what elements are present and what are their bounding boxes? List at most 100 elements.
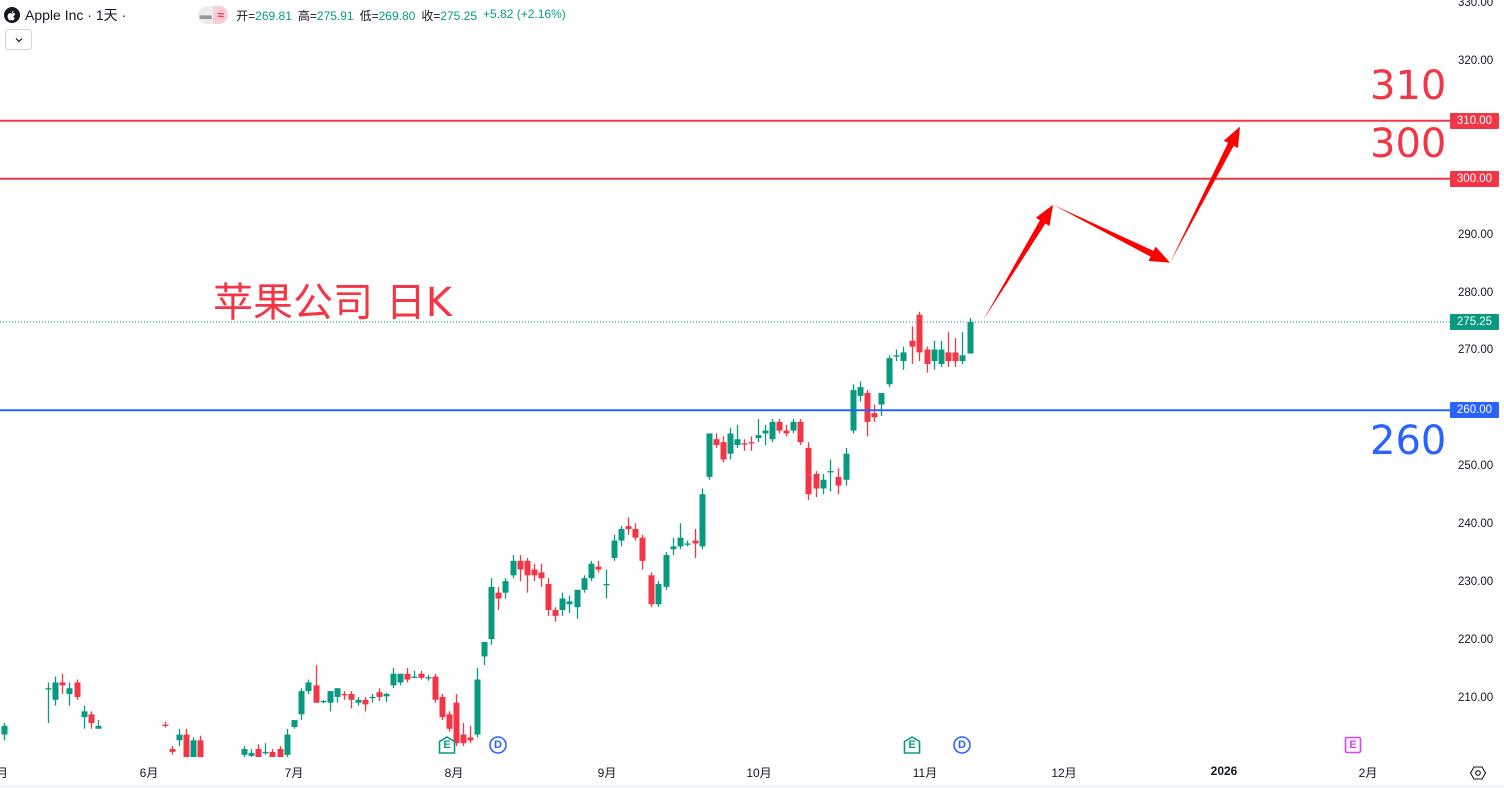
candle xyxy=(581,578,588,590)
price-tag-300.00[interactable]: 300.00 xyxy=(1450,170,1499,187)
candle xyxy=(197,740,204,757)
candle xyxy=(390,673,397,686)
candle xyxy=(488,586,495,640)
candle xyxy=(162,724,169,726)
candle xyxy=(531,569,538,576)
level-label-260[interactable]: 260 xyxy=(1370,418,1447,465)
candle xyxy=(176,734,183,741)
candle xyxy=(805,447,812,495)
candle xyxy=(741,443,748,445)
candle xyxy=(909,340,916,347)
candle xyxy=(776,421,783,431)
price-tag-310.00[interactable]: 310.00 xyxy=(1450,112,1499,129)
candle xyxy=(699,494,706,547)
candle xyxy=(383,694,390,697)
axis-settings-button[interactable] xyxy=(1469,764,1487,782)
level-label-310[interactable]: 310 xyxy=(1370,62,1447,109)
indicator-visibility-toggle[interactable]: ▬ ≈ xyxy=(198,6,229,24)
candle xyxy=(320,700,327,703)
low-value: 低=269.80 xyxy=(359,8,416,23)
time-axis-label: 10月 xyxy=(746,766,772,780)
projection-arrow[interactable] xyxy=(1170,126,1240,263)
candle xyxy=(748,442,755,444)
earnings-marker[interactable]: E xyxy=(438,736,456,754)
candle xyxy=(348,694,355,700)
candle xyxy=(439,696,446,718)
candle xyxy=(603,584,610,586)
bottom-border xyxy=(0,785,1504,788)
candle xyxy=(355,699,362,703)
candle xyxy=(820,479,827,489)
time-axis-label: 6月 xyxy=(139,766,159,780)
candle xyxy=(945,352,952,362)
candle xyxy=(298,691,305,715)
chart-annotation-title[interactable]: 苹果公司 日K xyxy=(213,280,452,326)
candle xyxy=(397,673,404,683)
candle xyxy=(827,471,834,473)
candle xyxy=(411,676,418,678)
candle xyxy=(169,749,176,752)
candle xyxy=(510,560,517,576)
candle xyxy=(190,740,197,757)
collapse-legend-button[interactable] xyxy=(5,29,32,50)
price-axis-label: 220.00 xyxy=(1458,633,1494,646)
candle xyxy=(284,734,291,755)
candle xyxy=(524,560,531,576)
candle xyxy=(52,682,59,700)
candle xyxy=(916,314,923,353)
candle xyxy=(45,688,52,690)
open-value: 开=269.81 xyxy=(236,8,292,23)
candle xyxy=(502,581,509,593)
candle xyxy=(369,696,376,699)
dividend-icon xyxy=(953,736,971,754)
candle xyxy=(677,537,684,547)
candle xyxy=(797,421,804,443)
high-value: 高=275.91 xyxy=(297,8,354,23)
candle xyxy=(632,528,639,538)
candle xyxy=(670,546,677,550)
candle xyxy=(684,543,691,545)
candle xyxy=(566,601,573,605)
candle xyxy=(611,540,618,558)
candle xyxy=(559,598,566,611)
earnings-icon xyxy=(903,736,921,754)
candle xyxy=(183,734,190,757)
candle xyxy=(517,560,524,570)
candles-layer xyxy=(1,311,974,757)
earnings-estimate-marker[interactable]: E xyxy=(1344,736,1362,754)
candle xyxy=(783,430,790,434)
candle xyxy=(648,575,655,605)
level-label-300[interactable]: 300 xyxy=(1370,120,1447,167)
candle xyxy=(639,537,646,561)
projection-arrow[interactable] xyxy=(1053,204,1170,263)
candle xyxy=(495,592,502,599)
symbol-title[interactable]: Apple Inc · 1天 · xyxy=(25,7,127,23)
candle xyxy=(692,540,699,544)
candle xyxy=(81,711,88,718)
earnings-marker[interactable]: E xyxy=(903,736,921,754)
candle xyxy=(713,439,720,446)
candle xyxy=(305,682,312,692)
price-tag-275.25[interactable]: 275.25 xyxy=(1450,314,1499,330)
candle xyxy=(545,584,552,611)
price-axis-label: 290.00 xyxy=(1458,228,1494,241)
candle xyxy=(574,589,581,608)
candle xyxy=(588,563,595,579)
candle xyxy=(277,749,284,757)
candle xyxy=(900,352,907,362)
earnings-estimate-icon xyxy=(1344,736,1362,754)
projection-arrow[interactable] xyxy=(983,204,1053,321)
candle xyxy=(762,430,769,434)
candle xyxy=(432,676,439,700)
dividend-marker[interactable]: D xyxy=(489,736,507,754)
approx-icon[interactable]: ≈ xyxy=(213,6,229,24)
candle xyxy=(446,714,453,729)
candle xyxy=(269,751,276,757)
minus-icon[interactable]: ▬ xyxy=(198,6,214,24)
price-axis-label: 320.00 xyxy=(1458,54,1494,67)
price-tag-260.00[interactable]: 260.00 xyxy=(1450,402,1499,419)
symbol-legend: Apple Inc · 1天 · ▬ ≈ 开=269.81 高=275.91 低… xyxy=(4,5,566,25)
candle xyxy=(938,349,945,364)
dividend-marker[interactable]: D xyxy=(953,736,971,754)
